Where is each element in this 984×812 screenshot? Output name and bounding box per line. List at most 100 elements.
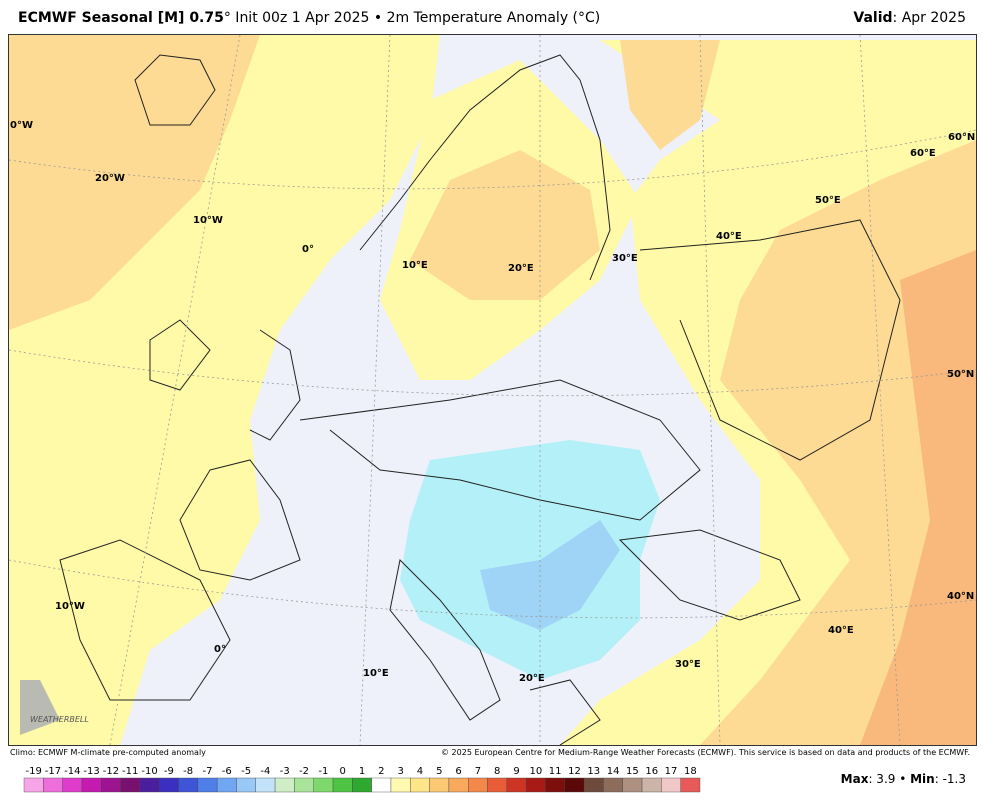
- logo-globe: [20, 680, 60, 735]
- colorbar-swatch: [332, 777, 353, 793]
- grid-label: 40°N: [947, 591, 974, 602]
- logo: WEATHERBELL: [30, 715, 89, 724]
- cool-area-strong: [480, 520, 620, 630]
- colorbar-swatch: [429, 777, 450, 793]
- colorbar-label: -19: [25, 766, 41, 777]
- colorbar-label: 12: [568, 766, 581, 777]
- colorbar-label: 3: [397, 766, 403, 777]
- max-label: Max: [841, 772, 869, 786]
- colorbar-swatch: [43, 777, 63, 793]
- colorbar-swatch: [120, 777, 141, 793]
- grid-label: 20°W: [95, 173, 125, 184]
- colorbar-label: 13: [587, 766, 600, 777]
- colorbar-label: -17: [45, 766, 61, 777]
- colorbar-swatch: [506, 777, 527, 793]
- title: ECMWF Seasonal [M] 0.75° Init 00z 1 Apr …: [18, 10, 600, 26]
- colorbar-label: -10: [141, 766, 157, 777]
- colorbar-swatch: [622, 777, 643, 793]
- colorbar-label: 0: [339, 766, 345, 777]
- colorbar-swatch: [23, 777, 44, 793]
- colorbar-label: 6: [455, 766, 461, 777]
- orange-area: [9, 35, 260, 330]
- colorbar-label: 7: [475, 766, 481, 777]
- colorbar-swatch: [158, 777, 179, 793]
- graticule: [9, 35, 976, 745]
- grid-labels: 0°W 20°W 10°W 0° 10°E 20°E 30°E 40°E 50°E 60°E 60°…: [10, 120, 975, 684]
- colorbar-swatch: [545, 777, 566, 793]
- grid-label: 0°W: [10, 120, 33, 131]
- title-rest: ° Init 00z 1 Apr 2025 • 2m Temperature A…: [224, 10, 600, 26]
- colorbar-swatch: [294, 777, 314, 793]
- colorbar-swatch: [81, 777, 102, 793]
- valid: Valid: Apr 2025: [853, 10, 966, 26]
- copyright: © 2025 European Centre for Medium-Range …: [441, 748, 970, 757]
- colorbar-label: 9: [513, 766, 519, 777]
- cool-area: [400, 440, 660, 680]
- map-frame: [8, 34, 977, 746]
- colorbar-label: -14: [64, 766, 80, 777]
- colorbar-swatch: [255, 777, 276, 793]
- colorbar-swatch: [448, 777, 469, 793]
- colorbar-swatch: [352, 777, 372, 793]
- grid-label: 30°E: [612, 253, 638, 264]
- colorbar-label: 14: [607, 766, 620, 777]
- colorbar-swatch: [487, 777, 508, 793]
- colorbar-label: 5: [436, 766, 442, 777]
- colorbar-label: 2: [378, 766, 384, 777]
- colorbar-swatch: [390, 777, 411, 793]
- colorbar-label: 1: [359, 766, 365, 777]
- colorbar-label: -4: [260, 766, 270, 777]
- colorbar-label: -2: [299, 766, 309, 777]
- colorbar-swatch: [313, 777, 334, 793]
- colorbar-label: 17: [665, 766, 678, 777]
- colorbar-label: -8: [183, 766, 193, 777]
- grid-label: 10°E: [363, 668, 389, 679]
- colorbar-swatch: [197, 777, 218, 793]
- grid-label: 50°N: [947, 369, 974, 380]
- colorbar-label: 11: [549, 766, 562, 777]
- grid-label: 30°E: [675, 659, 701, 670]
- grid-label: 40°E: [828, 625, 854, 636]
- colorbar-label: -11: [122, 766, 138, 777]
- grid-label: 50°E: [815, 195, 841, 206]
- orange-area: [410, 150, 600, 300]
- grid-label: 0°: [214, 644, 226, 655]
- grid-label: 60°N: [948, 132, 975, 143]
- colorbar-label: -5: [241, 766, 251, 777]
- colorbar-label: 16: [645, 766, 658, 777]
- colorbar-swatch: [139, 777, 160, 793]
- colorbar-swatch: [410, 777, 430, 793]
- colorbar-label: 15: [626, 766, 639, 777]
- colorbar-swatch: [62, 777, 83, 793]
- orange-area: [620, 40, 720, 150]
- colorbar-swatch: [661, 777, 681, 793]
- grid-label: 40°E: [716, 231, 742, 242]
- stats: Max: 3.9 • Min: -1.3: [841, 772, 966, 786]
- min-label: Min: [910, 772, 935, 786]
- grid-label: 60°E: [910, 148, 936, 159]
- grid-label: 10°E: [402, 260, 428, 271]
- colorbar-label: 8: [494, 766, 500, 777]
- max-value: : 3.9 •: [868, 772, 910, 786]
- colorbar-swatch: [603, 777, 623, 793]
- colorbar-label: 10: [529, 766, 542, 777]
- colorbar: -19 -17 -14 -13 -12 -11 -10 -9 -8 -7 -6 -5 -4 -3 -2 -1 0…: [23, 766, 701, 793]
- colorbar-swatch: [468, 777, 488, 793]
- colorbar-swatch: [525, 777, 546, 793]
- colorbar-swatch: [236, 777, 256, 793]
- map: 0°W 20°W 10°W 0° 10°E 20°E 30°E 40°E 50°E 60°E 60°…: [9, 35, 976, 745]
- colorbar-swatch: [583, 777, 604, 793]
- colorbar-swatch: [564, 777, 585, 793]
- valid-text: : Apr 2025: [893, 10, 966, 26]
- colorbar-label: -13: [83, 766, 99, 777]
- colorbar-swatch: [101, 777, 121, 793]
- colorbar-swatch: [274, 777, 295, 793]
- grid-label: 10°W: [193, 215, 223, 226]
- grid-label: 20°E: [519, 673, 545, 684]
- grid-label: 10°W: [55, 601, 85, 612]
- colorbar-swatch: [178, 777, 199, 793]
- colorbar-label: -1: [318, 766, 328, 777]
- coastlines: [59, 54, 901, 745]
